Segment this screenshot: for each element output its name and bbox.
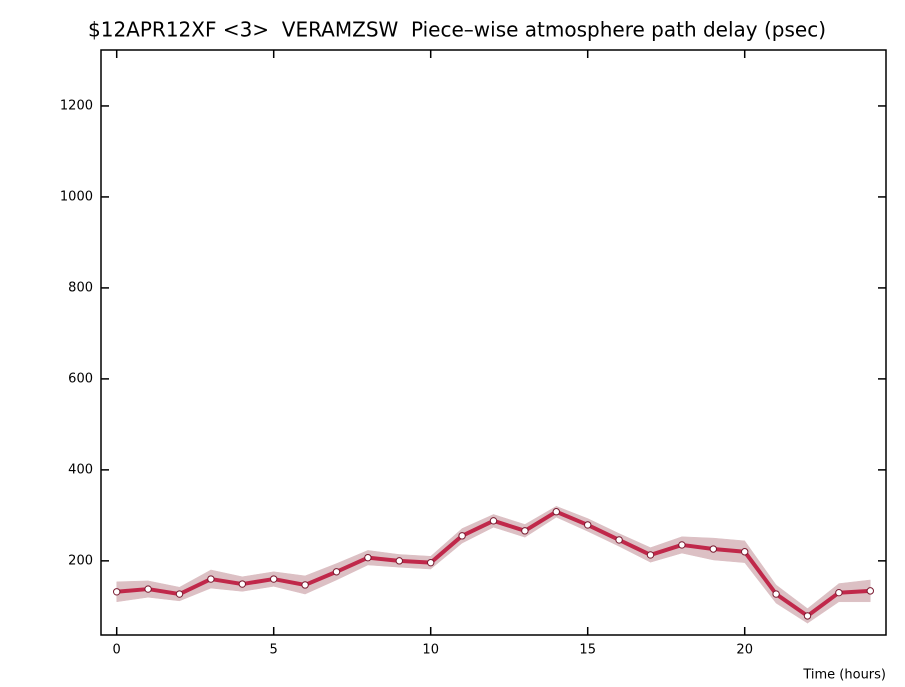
plot-frame	[100, 49, 887, 636]
data-point	[709, 545, 717, 553]
data-point	[427, 558, 435, 567]
x-tick-label: 0	[113, 643, 121, 658]
data-point	[835, 588, 843, 597]
data-point	[489, 517, 498, 525]
x-tick-label: 20	[736, 643, 753, 658]
data-point	[458, 532, 466, 540]
data-point	[772, 590, 780, 598]
chart-title: $12APR12XF <3> VERAMZSW Piece–wise atmos…	[88, 18, 826, 42]
data-point	[175, 590, 184, 598]
x-tick-label: 5	[270, 643, 278, 658]
data-point	[584, 521, 592, 529]
y-tick-label: 200	[68, 553, 93, 568]
y-tick-label: 800	[68, 280, 93, 295]
data-point	[395, 557, 403, 565]
data-point	[113, 588, 121, 596]
x-axis-label: Time (hours)	[802, 668, 886, 683]
data-point	[207, 575, 215, 583]
data-point	[364, 553, 372, 562]
y-tick-label: 1200	[60, 98, 93, 113]
data-point	[615, 536, 623, 544]
data-point	[741, 548, 749, 556]
data-point	[270, 575, 278, 583]
y-tick-label: 1000	[60, 189, 93, 204]
data-point	[678, 541, 686, 549]
data-point	[301, 581, 309, 589]
data-point	[521, 527, 529, 535]
x-tick-label: 15	[579, 643, 596, 658]
data-point	[238, 580, 247, 588]
data-point	[552, 508, 560, 516]
data-point	[803, 612, 812, 620]
data-point	[144, 585, 152, 593]
data-point	[866, 587, 874, 595]
y-tick-label: 400	[68, 462, 93, 477]
data-point	[332, 568, 341, 576]
y-tick-label: 600	[68, 371, 93, 386]
data-point	[646, 551, 655, 559]
x-tick-label: 10	[422, 643, 439, 658]
